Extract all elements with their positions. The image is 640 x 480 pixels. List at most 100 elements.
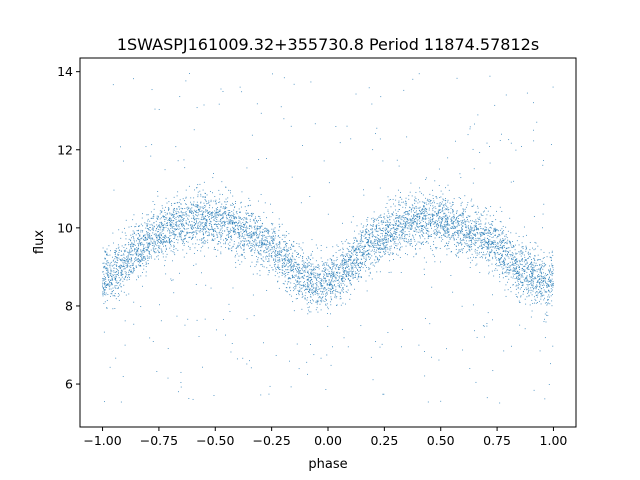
data-point (532, 276, 534, 277)
data-point (391, 234, 393, 236)
data-point (515, 267, 517, 269)
data-point (333, 262, 335, 264)
data-point (135, 234, 137, 236)
data-point (250, 367, 252, 369)
data-point (172, 214, 174, 216)
data-point (410, 229, 412, 230)
data-point (509, 268, 511, 270)
data-point (501, 254, 503, 256)
data-point (157, 225, 159, 227)
data-point (528, 254, 530, 256)
data-point (181, 239, 183, 241)
data-point (426, 208, 428, 210)
data-point (330, 313, 331, 315)
data-point (284, 276, 286, 278)
data-point (461, 213, 463, 214)
data-point (245, 210, 247, 212)
data-point (323, 271, 325, 273)
data-point (515, 252, 517, 254)
data-point (103, 294, 105, 296)
data-point (425, 242, 427, 243)
data-point (180, 207, 182, 209)
data-point (144, 222, 146, 224)
data-point (358, 247, 360, 249)
data-point (512, 268, 514, 270)
data-point (385, 233, 387, 235)
data-point (443, 213, 445, 215)
data-point (224, 201, 226, 203)
data-point (530, 262, 532, 264)
data-point (234, 231, 236, 233)
data-point (244, 238, 246, 240)
data-point (390, 271, 392, 273)
data-point (394, 221, 396, 223)
data-point (219, 201, 221, 203)
data-point (319, 303, 321, 305)
data-point (423, 215, 425, 217)
data-point (137, 261, 139, 263)
data-point (232, 195, 234, 197)
data-point (430, 248, 432, 250)
data-point (195, 217, 197, 219)
data-point (546, 283, 548, 285)
data-point (505, 234, 507, 235)
data-point (174, 209, 175, 211)
data-point (176, 215, 178, 217)
data-point (552, 265, 554, 266)
data-point (368, 230, 369, 231)
data-point (499, 140, 501, 141)
data-point (102, 271, 104, 273)
data-point (138, 240, 140, 242)
data-point (405, 234, 407, 235)
data-point (422, 241, 424, 243)
data-point (170, 214, 172, 216)
data-point (383, 251, 385, 252)
data-point (400, 222, 402, 224)
data-point (241, 253, 243, 255)
data-point (309, 268, 311, 270)
data-point (161, 230, 163, 232)
data-point (446, 217, 448, 219)
data-point (189, 232, 190, 234)
data-point (434, 237, 436, 239)
data-point (526, 247, 527, 249)
data-point (336, 291, 338, 292)
data-point (216, 224, 217, 226)
data-point (516, 272, 518, 273)
data-point (232, 227, 234, 229)
data-point (498, 248, 500, 250)
data-point (444, 234, 446, 236)
data-point (374, 219, 376, 221)
data-point (236, 210, 238, 212)
data-point (274, 245, 276, 247)
data-point (154, 233, 156, 235)
data-point (260, 246, 262, 248)
data-point (312, 270, 314, 272)
data-point (473, 256, 474, 258)
data-point (485, 233, 487, 234)
data-point (501, 266, 503, 268)
data-point (208, 232, 210, 234)
data-point (289, 259, 291, 261)
data-point (107, 270, 109, 272)
data-point (395, 217, 397, 219)
data-point (321, 285, 323, 286)
data-point (493, 214, 495, 216)
data-point (418, 207, 420, 209)
data-point (218, 241, 219, 242)
data-point (487, 235, 489, 236)
data-point (380, 239, 382, 241)
data-point (282, 234, 284, 236)
data-point (395, 236, 397, 238)
data-point (505, 251, 507, 253)
data-point (295, 268, 297, 269)
data-point (126, 279, 128, 281)
data-point (526, 261, 528, 263)
data-point (391, 213, 393, 215)
data-point (227, 210, 229, 211)
data-point (402, 228, 404, 230)
data-point (127, 255, 129, 257)
data-point (196, 219, 198, 221)
data-point (123, 261, 125, 263)
data-point (196, 201, 198, 203)
